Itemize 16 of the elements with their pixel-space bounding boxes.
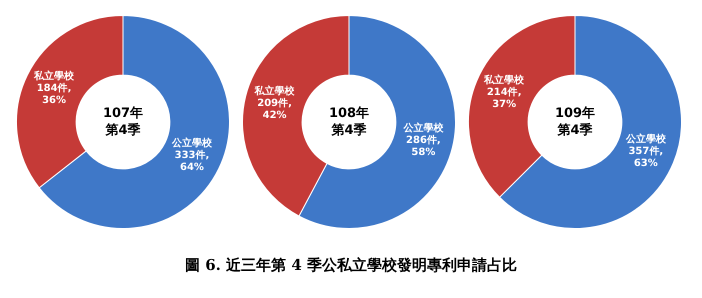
caption: 圖 6. 近三年第 4 季公私立學校發明專利申請占比 [184, 256, 518, 275]
text: 107年第4季 [102, 106, 144, 138]
slice-label: 私立學校 [33, 70, 76, 82]
data-label: 286件, 58% [406, 134, 441, 158]
text: 108年第4季 [328, 106, 370, 138]
data-label: 184件, 36% [36, 82, 72, 106]
slice-label: 公立學校 [402, 122, 444, 134]
slice-label: 私立學校 [254, 85, 296, 98]
text: 109年第4季 [554, 106, 596, 138]
data-label: 333件, 64% [174, 149, 210, 174]
slice-label: 私立學校 [483, 74, 526, 86]
data-label: 357件, 63% [628, 144, 664, 169]
data-label: 214件, 37% [486, 86, 522, 110]
slice-label: 公立學校 [624, 132, 667, 145]
slice-label: 公立學校 [170, 137, 213, 150]
data-label: 209件, 42% [257, 97, 292, 122]
